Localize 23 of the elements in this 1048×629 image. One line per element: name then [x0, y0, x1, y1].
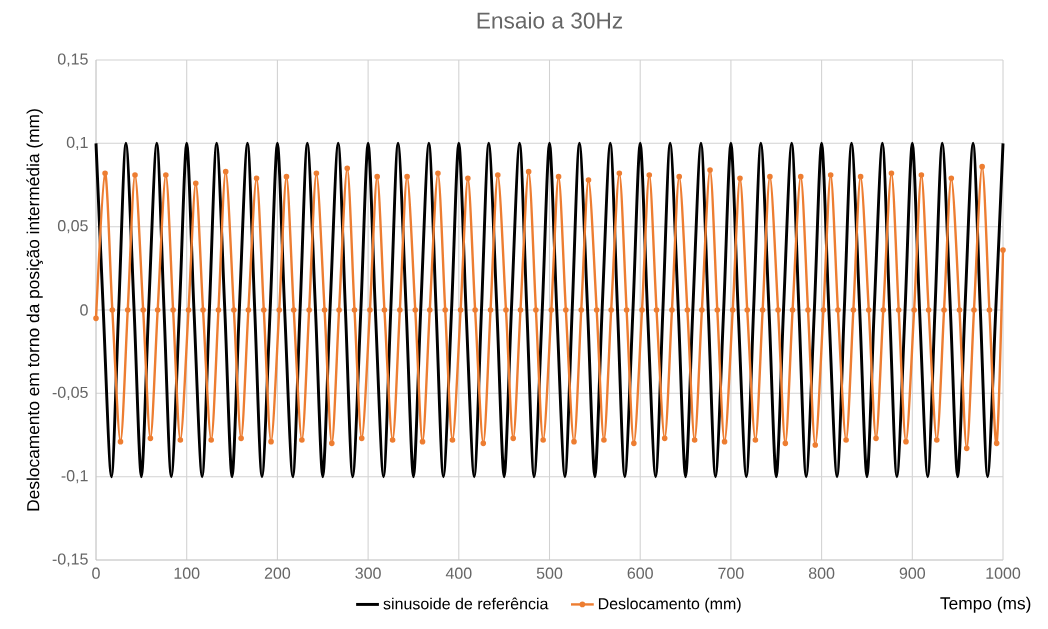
x-tick-label: 1000	[986, 567, 1021, 579]
y-tick-label: 0	[80, 304, 88, 316]
x-tick-label: 800	[808, 567, 835, 579]
x-axis-title: Tempo (ms)	[940, 596, 1031, 613]
x-tick-label: 400	[445, 567, 472, 579]
chart-title: Ensaio a 30Hz	[477, 11, 623, 29]
x-tick-label: 300	[355, 567, 381, 579]
y-tick-label: 0,1	[66, 136, 88, 150]
legend-label: sinusoide de referência	[383, 597, 549, 610]
x-tick-label: 600	[627, 567, 653, 579]
legend-label: Deslocamento (mm)	[598, 597, 741, 613]
y-tick-label: -0,15	[52, 553, 88, 567]
x-tick-label: 100	[174, 567, 200, 579]
x-tick-label: 900	[899, 567, 926, 579]
y-tick-label: -0,1	[61, 470, 88, 484]
y-tick-label: 0,15	[57, 53, 88, 67]
x-tick-label: 200	[264, 567, 291, 579]
y-tick-label: -0,05	[52, 386, 88, 400]
y-axis-title: Deslocamento em torno da posição intermédia (mm)	[26, 109, 43, 511]
y-tick-label: 0,05	[57, 220, 88, 234]
x-tick-label: 500	[536, 567, 563, 579]
x-tick-label: 700	[718, 567, 744, 579]
x-tick-label: 0	[92, 567, 100, 579]
